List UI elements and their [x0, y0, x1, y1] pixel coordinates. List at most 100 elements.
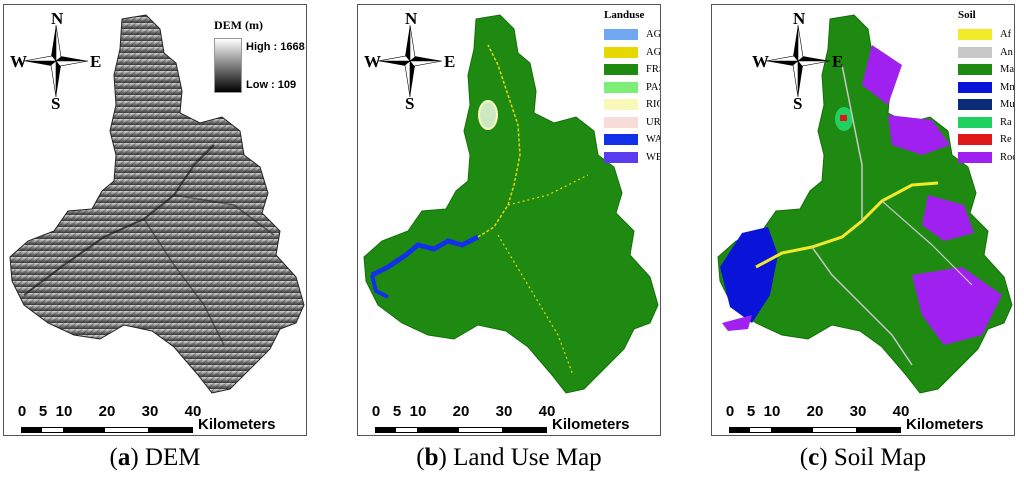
- caption-text: DEM: [144, 444, 201, 471]
- legend-item: Ma: [958, 61, 1014, 79]
- caption-text: Land Use Map: [453, 444, 602, 471]
- compass-s-label: S: [405, 94, 414, 109]
- soil-legend-title: Soil: [958, 9, 976, 21]
- scale-tick: 30: [141, 403, 159, 420]
- legend-label: Rocky: [1000, 151, 1014, 163]
- legend-label: AGRC: [646, 29, 661, 41]
- legend-swatch: [604, 116, 638, 128]
- compass-rose-icon: N S W E: [364, 9, 455, 109]
- dem-elevation-gradient: [214, 38, 242, 93]
- scale-tick: 40: [892, 403, 910, 420]
- legend-swatch: [958, 116, 992, 128]
- legend-label: WETF: [646, 151, 661, 163]
- dem-watershed-shape: [9, 14, 305, 394]
- legend-item: URMD: [604, 114, 661, 132]
- scale-unit: Kilometers: [552, 416, 630, 433]
- soil-legend: Af An Ma Mm Mu Ra Re Rocky: [958, 26, 1015, 167]
- legend-item: Re: [958, 131, 1014, 149]
- compass-n-label: N: [51, 9, 64, 28]
- compass-e-label: E: [832, 52, 843, 71]
- legend-swatch: [604, 81, 638, 93]
- legend-item: PAST: [604, 79, 660, 97]
- scale-tick: 5: [38, 403, 48, 420]
- caption-landuse: (b) Land Use Map: [416, 444, 602, 471]
- legend-label: FRST: [646, 64, 660, 76]
- scale-tick: 5: [392, 403, 402, 420]
- dem-high-label: High : 1668: [246, 41, 305, 53]
- legend-swatch: [958, 151, 992, 163]
- legend-swatch: [604, 29, 638, 41]
- legend-swatch: [604, 151, 638, 163]
- legend-label: AGRR: [646, 46, 661, 58]
- scale-bar-graphic: [21, 427, 193, 433]
- scale-tick: 0: [371, 403, 381, 420]
- legend-item: Mm: [958, 79, 1014, 97]
- scale-bar-graphic: [375, 427, 547, 433]
- legend-label: URMD: [646, 116, 661, 128]
- legend-item: Af: [958, 26, 1014, 44]
- landuse-panel: N S W E Landuse AGRC AGRR FRST PAST RICE URMD…: [357, 4, 661, 436]
- legend-label: WATR: [646, 134, 661, 146]
- legend-swatch: [958, 99, 992, 111]
- caption-text: Soil Map: [833, 444, 927, 471]
- legend-swatch: [604, 46, 638, 58]
- scale-tick: 20: [806, 403, 824, 420]
- scale-tick: 0: [725, 403, 735, 420]
- scale-bar: 0 5 10 20 30 40 Kilometers: [724, 403, 1014, 435]
- compass-rose-icon: N S W E: [10, 9, 101, 109]
- compass-n-label: N: [405, 9, 418, 28]
- legend-swatch: [958, 29, 992, 41]
- scale-bar: 0 5 10 20 30 40 Kilometers: [370, 403, 660, 435]
- scale-tick: 10: [55, 403, 73, 420]
- landuse-watershed-shape: [363, 14, 659, 394]
- legend-label: Mm: [1000, 81, 1014, 93]
- caption-letter: b: [424, 444, 439, 471]
- compass-w-label: W: [364, 52, 381, 71]
- dem-legend-title: DEM (m): [214, 18, 263, 32]
- legend-swatch: [604, 134, 638, 146]
- scale-tick: 20: [452, 403, 470, 420]
- scale-tick: 20: [98, 403, 116, 420]
- scale-tick: 5: [746, 403, 756, 420]
- soil-watershed-map: [717, 14, 1013, 394]
- scale-tick: 10: [409, 403, 427, 420]
- legend-item: AGRC: [604, 26, 661, 44]
- legend-item: An: [958, 44, 1014, 62]
- legend-label: RICE: [646, 99, 660, 111]
- scale-unit: Kilometers: [906, 416, 984, 433]
- scale-tick: 10: [763, 403, 781, 420]
- caption-dem: (a) DEM: [109, 444, 201, 471]
- legend-item: Rocky: [958, 149, 1014, 167]
- legend-label: An: [1000, 46, 1013, 58]
- legend-label: Mu: [1000, 99, 1015, 111]
- dem-low-label: Low : 109: [246, 79, 297, 91]
- scale-tick: 40: [538, 403, 556, 420]
- legend-item: AGRR: [604, 44, 661, 62]
- scale-tick: 30: [849, 403, 867, 420]
- scale-tick: 40: [184, 403, 202, 420]
- compass-e-label: E: [444, 52, 455, 71]
- legend-swatch: [958, 81, 992, 93]
- legend-item: FRST: [604, 61, 660, 79]
- legend-label: Af: [1000, 29, 1012, 41]
- landuse-legend-title: Landuse: [604, 9, 645, 21]
- legend-swatch: [604, 99, 638, 111]
- legend-label: Ra: [1000, 116, 1012, 128]
- compass-w-label: W: [10, 52, 27, 71]
- dem-watershed-map: [9, 14, 305, 394]
- compass-s-label: S: [51, 94, 60, 109]
- legend-swatch: [604, 64, 638, 76]
- caption-letter: c: [808, 444, 820, 471]
- legend-item: RICE: [604, 96, 660, 114]
- legend-item: WATR: [604, 131, 661, 149]
- legend-swatch: [958, 64, 992, 76]
- compass-w-label: W: [752, 52, 769, 71]
- caption-letter: a: [117, 444, 131, 471]
- landuse-watershed-map: [363, 14, 659, 394]
- legend-label: PAST: [646, 81, 660, 93]
- legend-item: Mu: [958, 96, 1015, 114]
- soil-panel: N S W E Soil Af An Ma Mm Mu Ra Re Rocky 0 5 10 …: [711, 4, 1015, 436]
- caption-soil: (c) Soil Map: [799, 444, 927, 471]
- scale-bar-graphic: [729, 427, 901, 433]
- legend-label: Ma: [1000, 64, 1014, 76]
